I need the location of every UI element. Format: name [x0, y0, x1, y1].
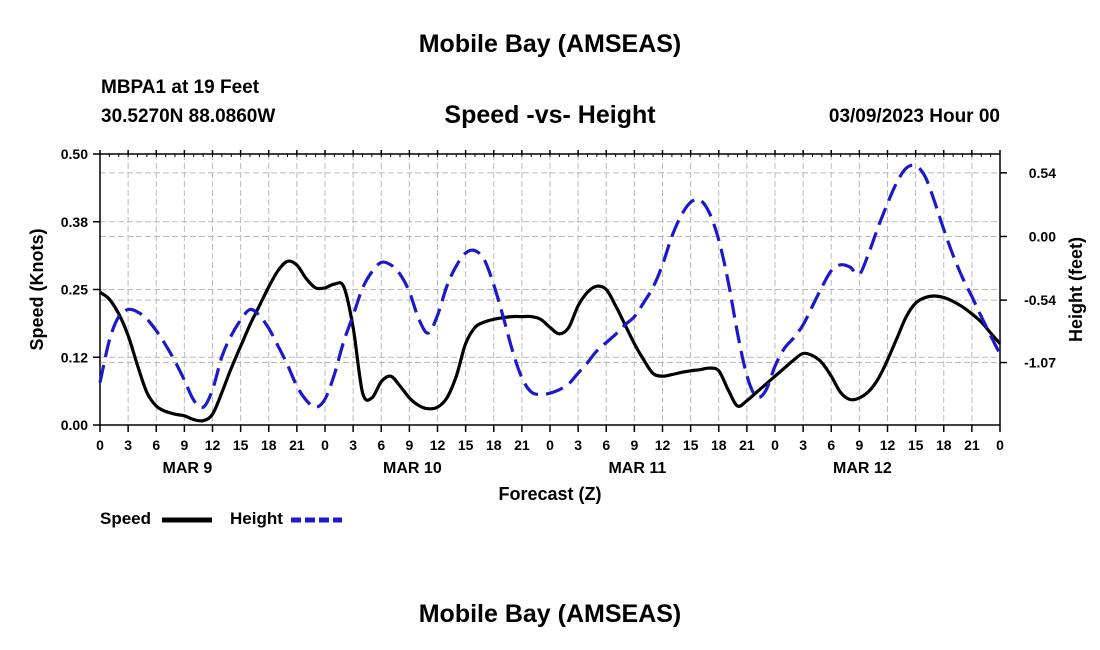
y2-tick-label: 0.00: [1029, 228, 1056, 244]
x-tick-label: 0: [96, 437, 104, 453]
x-tick-label: 21: [739, 437, 755, 453]
y-tick-label: 0.00: [61, 417, 88, 433]
x-tick-label: 6: [602, 437, 610, 453]
x-tick-label: 15: [233, 437, 249, 453]
coordinates-label: 30.5270N 88.0860W: [101, 106, 276, 127]
x-tick-label: 21: [964, 437, 980, 453]
y2-axis-title: Height (feet): [1066, 237, 1086, 342]
y2-tick-label: 0.54: [1029, 165, 1056, 181]
day-label: MAR 10: [383, 460, 442, 477]
x-tick-label: 3: [799, 437, 807, 453]
x-tick-label: 3: [124, 437, 132, 453]
x-tick-label: 21: [514, 437, 530, 453]
speed-height-chart: 0 3 6 9 12 15 18 21 0 3 6 9 12 15 18 21 0 3 6 9 12 15 18 21 0 3 6 9…: [27, 146, 1086, 504]
bottom-title: Mobile Bay (AMSEAS): [418, 600, 682, 628]
x-tick-label: 15: [908, 437, 924, 453]
y-tick-label: 0.50: [61, 146, 88, 162]
y2-tick-label: -1.07: [1024, 355, 1056, 371]
x-tick-label: 0: [771, 437, 779, 453]
x-tick-label: 18: [711, 437, 727, 453]
y-tick-label: 0.38: [61, 214, 88, 230]
x-tick-label: 0: [546, 437, 554, 453]
x-tick-label: 3: [574, 437, 582, 453]
x-tick-label: 12: [880, 437, 896, 453]
x-tick-label: 9: [405, 437, 413, 453]
x-tick-label: 6: [827, 437, 835, 453]
y-tick-label: 0.25: [61, 282, 88, 298]
x-tick-label: 0: [321, 437, 329, 453]
x-tick-label: 6: [377, 437, 385, 453]
main-title: Mobile Bay (AMSEAS): [418, 30, 682, 58]
x-tick-label: 0: [996, 437, 1004, 453]
station-label: MBPA1 at 19 Feet: [101, 77, 260, 98]
x-tick-label: 12: [430, 437, 446, 453]
legend-height-label: Height: [230, 509, 283, 528]
x-tick-label: 21: [289, 437, 305, 453]
day-label: MAR 12: [833, 460, 892, 477]
x-axis-title: Forecast (Z): [498, 484, 601, 504]
chart-subtitle: Speed -vs- Height: [444, 101, 656, 129]
x-tick-label: 18: [486, 437, 502, 453]
y-tick-label: 0.12: [61, 349, 88, 365]
legend-speed-label: Speed: [100, 509, 152, 528]
x-tick-label: 12: [205, 437, 221, 453]
legend-height-swatch: [291, 517, 342, 523]
plot-frame: [99, 153, 1001, 426]
day-label: MAR 9: [162, 460, 212, 477]
y2-tick-label: -0.54: [1024, 292, 1056, 308]
height-series-line: [98, 163, 1002, 410]
legend-speed-swatch: [162, 517, 212, 523]
y-axis-title: Speed (Knots): [27, 228, 47, 350]
x-tick-label: 18: [261, 437, 277, 453]
x-tick-label: 9: [630, 437, 638, 453]
x-tick-label: 18: [936, 437, 952, 453]
forecast-datetime: 03/09/2023 Hour 00: [828, 106, 1000, 127]
x-tick-label: 9: [855, 437, 863, 453]
x-tick-label: 9: [180, 437, 188, 453]
x-tick-label: 15: [683, 437, 699, 453]
x-tick-label: 3: [349, 437, 357, 453]
day-label: MAR 11: [608, 460, 666, 477]
speed-series-line: [99, 259, 1002, 423]
x-tick-label: 15: [458, 437, 474, 453]
x-tick-label: 12: [655, 437, 671, 453]
x-tick-label: 6: [152, 437, 160, 453]
